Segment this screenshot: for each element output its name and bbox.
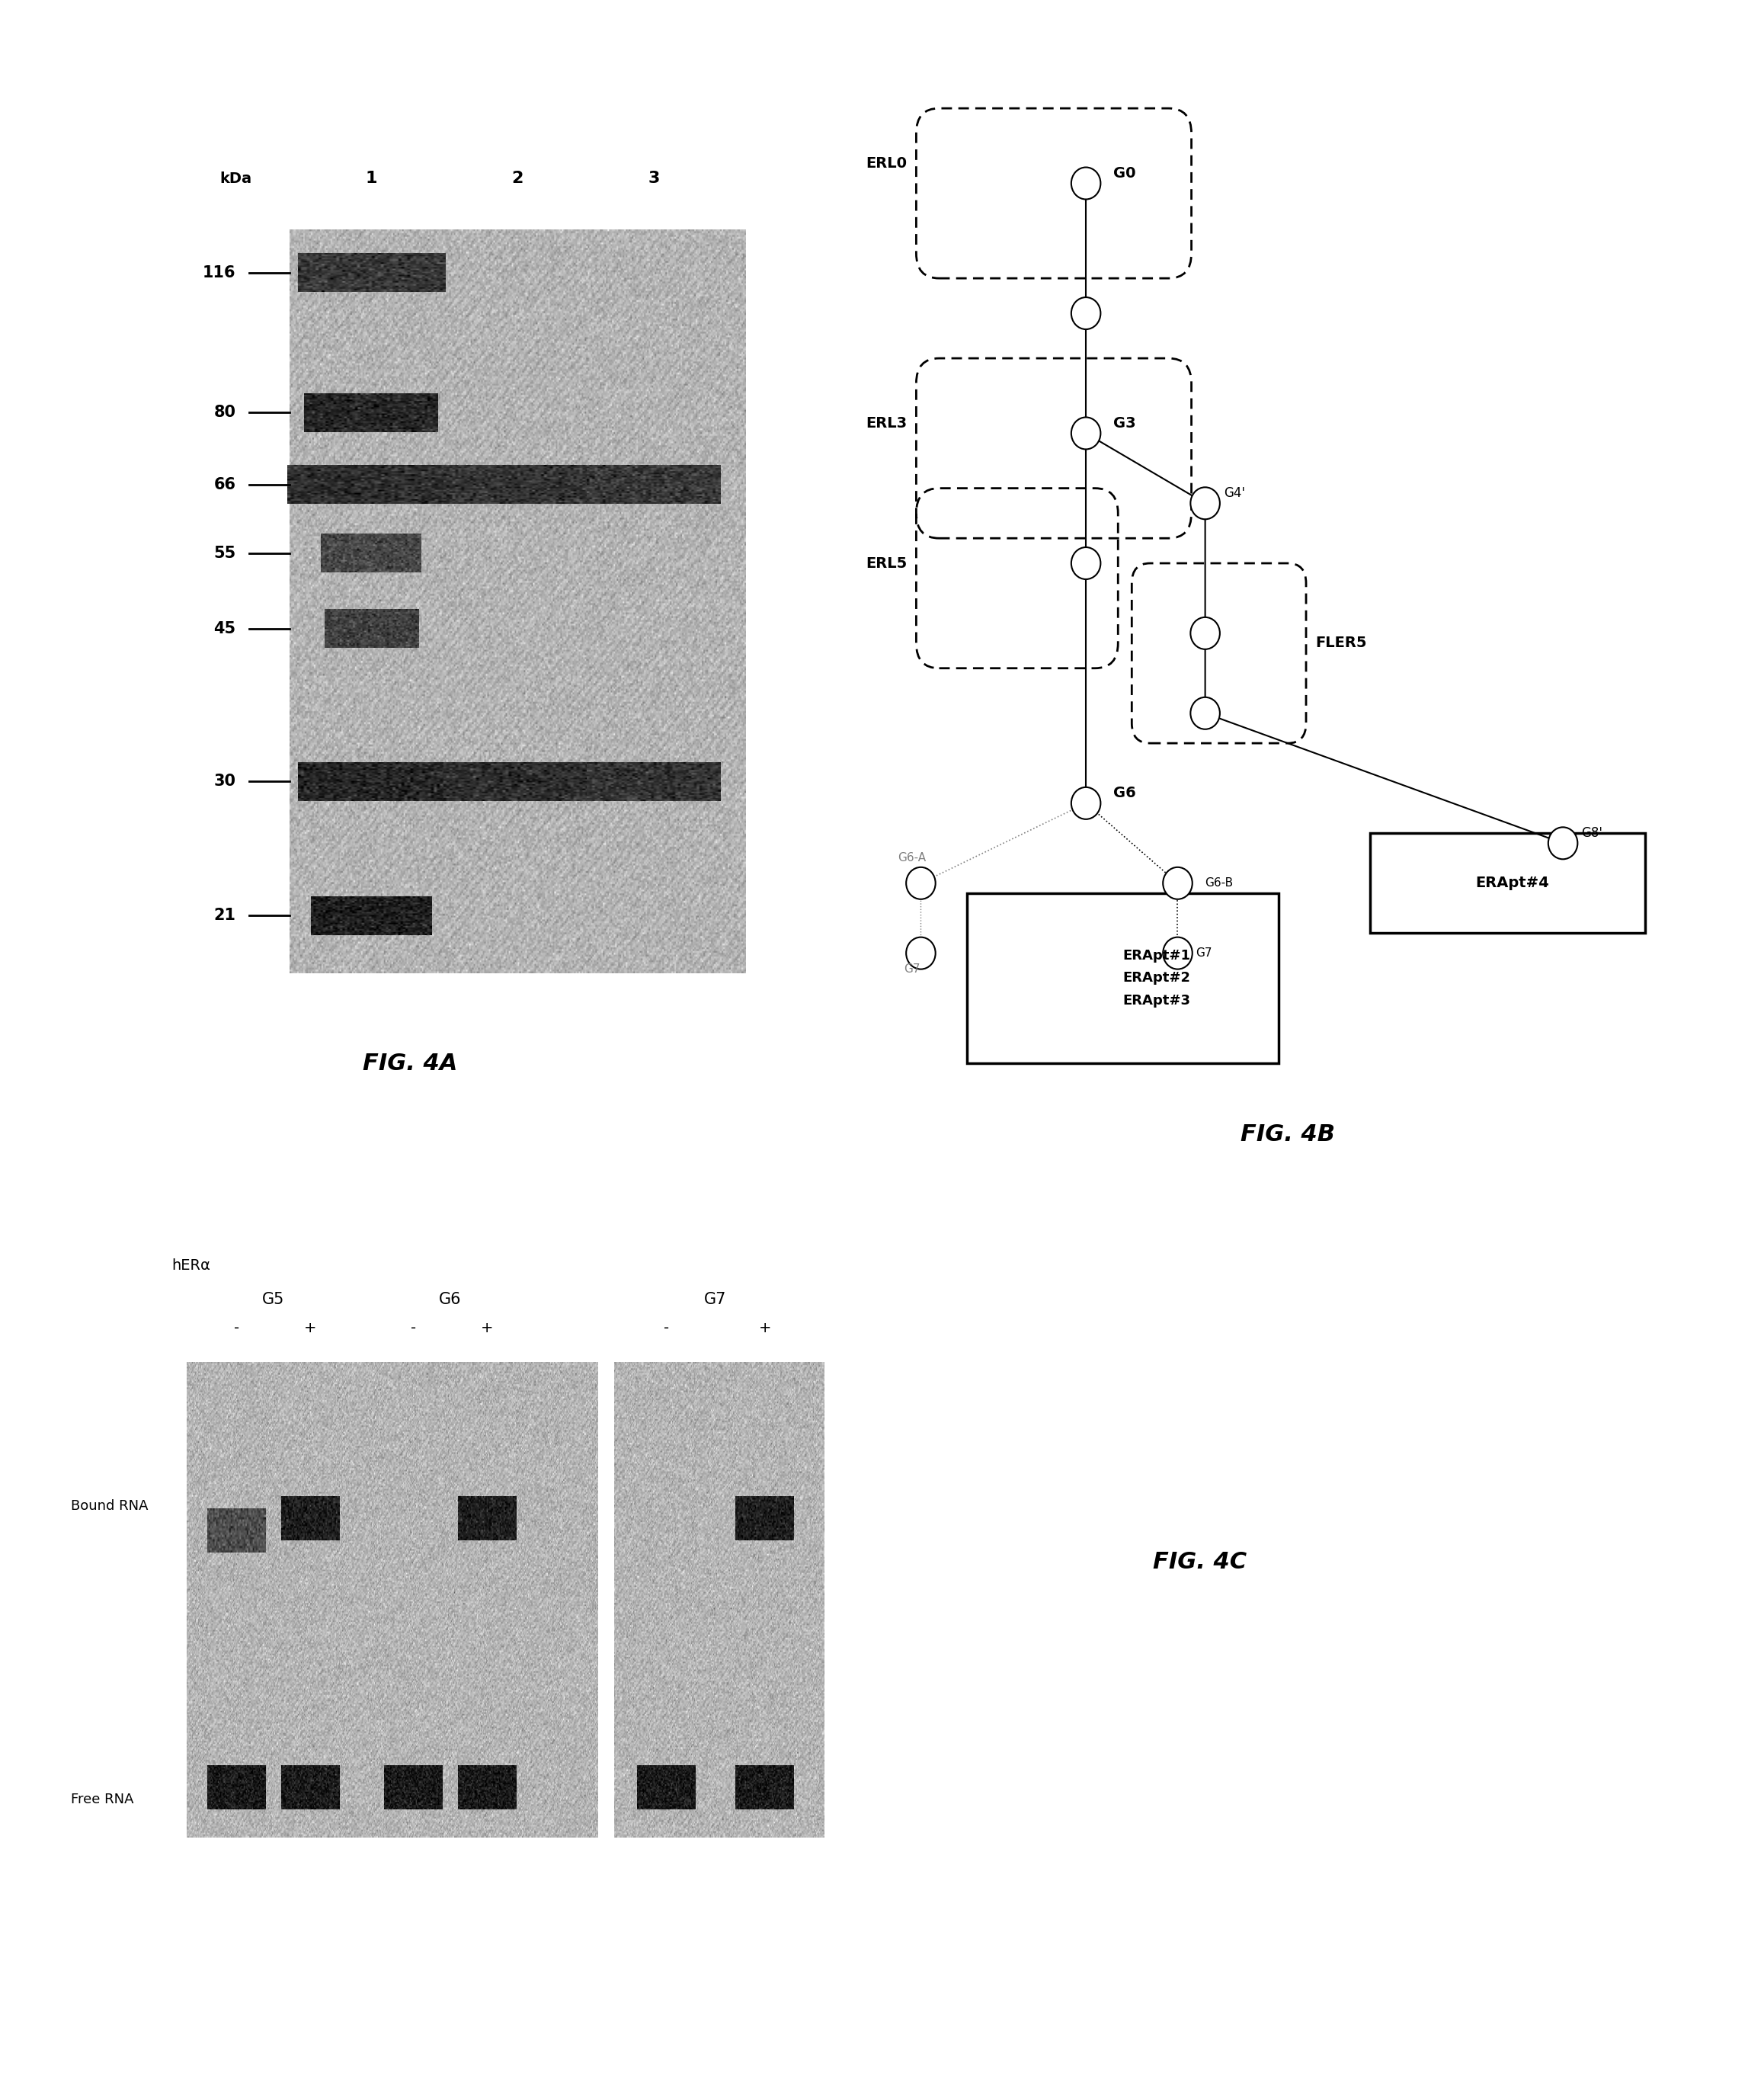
Circle shape bbox=[1071, 167, 1101, 200]
Circle shape bbox=[907, 867, 935, 900]
Text: hERα: hERα bbox=[171, 1258, 210, 1273]
Text: FLER5: FLER5 bbox=[1316, 635, 1367, 650]
Text: G6-A: G6-A bbox=[898, 852, 926, 862]
Text: FIG. 4A: FIG. 4A bbox=[363, 1052, 457, 1075]
Text: G7: G7 bbox=[704, 1291, 727, 1308]
Text: FIG. 4B: FIG. 4B bbox=[1240, 1123, 1335, 1146]
Circle shape bbox=[907, 937, 935, 969]
Text: G4': G4' bbox=[1224, 487, 1245, 500]
Circle shape bbox=[1162, 867, 1192, 900]
Text: 80: 80 bbox=[213, 404, 236, 421]
Text: ERApt#4: ERApt#4 bbox=[1476, 877, 1549, 889]
Circle shape bbox=[1162, 937, 1192, 969]
Text: kDa: kDa bbox=[220, 171, 252, 185]
Text: +: + bbox=[759, 1321, 771, 1335]
Text: 45: 45 bbox=[213, 621, 236, 637]
Text: ERL3: ERL3 bbox=[866, 417, 907, 431]
Text: 3: 3 bbox=[647, 171, 660, 185]
Text: ERApt#1
ERApt#2
ERApt#3: ERApt#1 ERApt#2 ERApt#3 bbox=[1122, 950, 1191, 1008]
Circle shape bbox=[1071, 548, 1101, 579]
Text: 2: 2 bbox=[512, 171, 524, 185]
Text: Free RNA: Free RNA bbox=[71, 1793, 134, 1806]
Text: +: + bbox=[303, 1321, 318, 1335]
Text: G6-B: G6-B bbox=[1205, 877, 1233, 889]
Text: +: + bbox=[482, 1321, 494, 1335]
Text: 55: 55 bbox=[213, 546, 236, 560]
Text: G0: G0 bbox=[1113, 167, 1136, 181]
Text: G7: G7 bbox=[1196, 948, 1212, 958]
Text: 66: 66 bbox=[213, 477, 236, 492]
Text: G7: G7 bbox=[903, 962, 919, 975]
Text: ERL5: ERL5 bbox=[866, 556, 907, 571]
Text: G5: G5 bbox=[263, 1291, 284, 1308]
Circle shape bbox=[1191, 617, 1221, 650]
Text: -: - bbox=[411, 1321, 416, 1335]
Text: G6: G6 bbox=[439, 1291, 462, 1308]
Text: G8': G8' bbox=[1581, 827, 1602, 839]
Text: Bound RNA: Bound RNA bbox=[71, 1500, 148, 1512]
Text: 21: 21 bbox=[213, 908, 236, 923]
Circle shape bbox=[1071, 787, 1101, 819]
Text: FIG. 4C: FIG. 4C bbox=[1152, 1552, 1247, 1573]
Circle shape bbox=[1191, 487, 1221, 519]
Text: 1: 1 bbox=[365, 171, 377, 185]
Bar bbox=[967, 894, 1279, 1062]
Text: G3: G3 bbox=[1113, 417, 1136, 431]
Text: -: - bbox=[233, 1321, 240, 1335]
Text: G6: G6 bbox=[1113, 785, 1136, 800]
Text: 116: 116 bbox=[203, 265, 236, 281]
Circle shape bbox=[1071, 298, 1101, 329]
Text: 30: 30 bbox=[213, 775, 236, 789]
Bar bbox=[1371, 833, 1646, 933]
Text: ERL0: ERL0 bbox=[866, 156, 907, 171]
Circle shape bbox=[1549, 827, 1577, 858]
Circle shape bbox=[1071, 417, 1101, 450]
Text: -: - bbox=[663, 1321, 669, 1335]
Circle shape bbox=[1191, 698, 1221, 729]
